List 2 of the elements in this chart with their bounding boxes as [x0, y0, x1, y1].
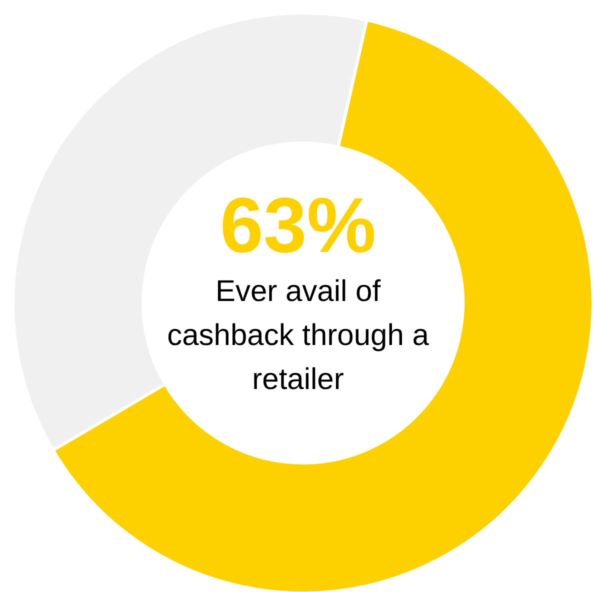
text: 63% — [218, 180, 378, 270]
text: Ever avail of cashback through a retailer — [166, 274, 430, 398]
